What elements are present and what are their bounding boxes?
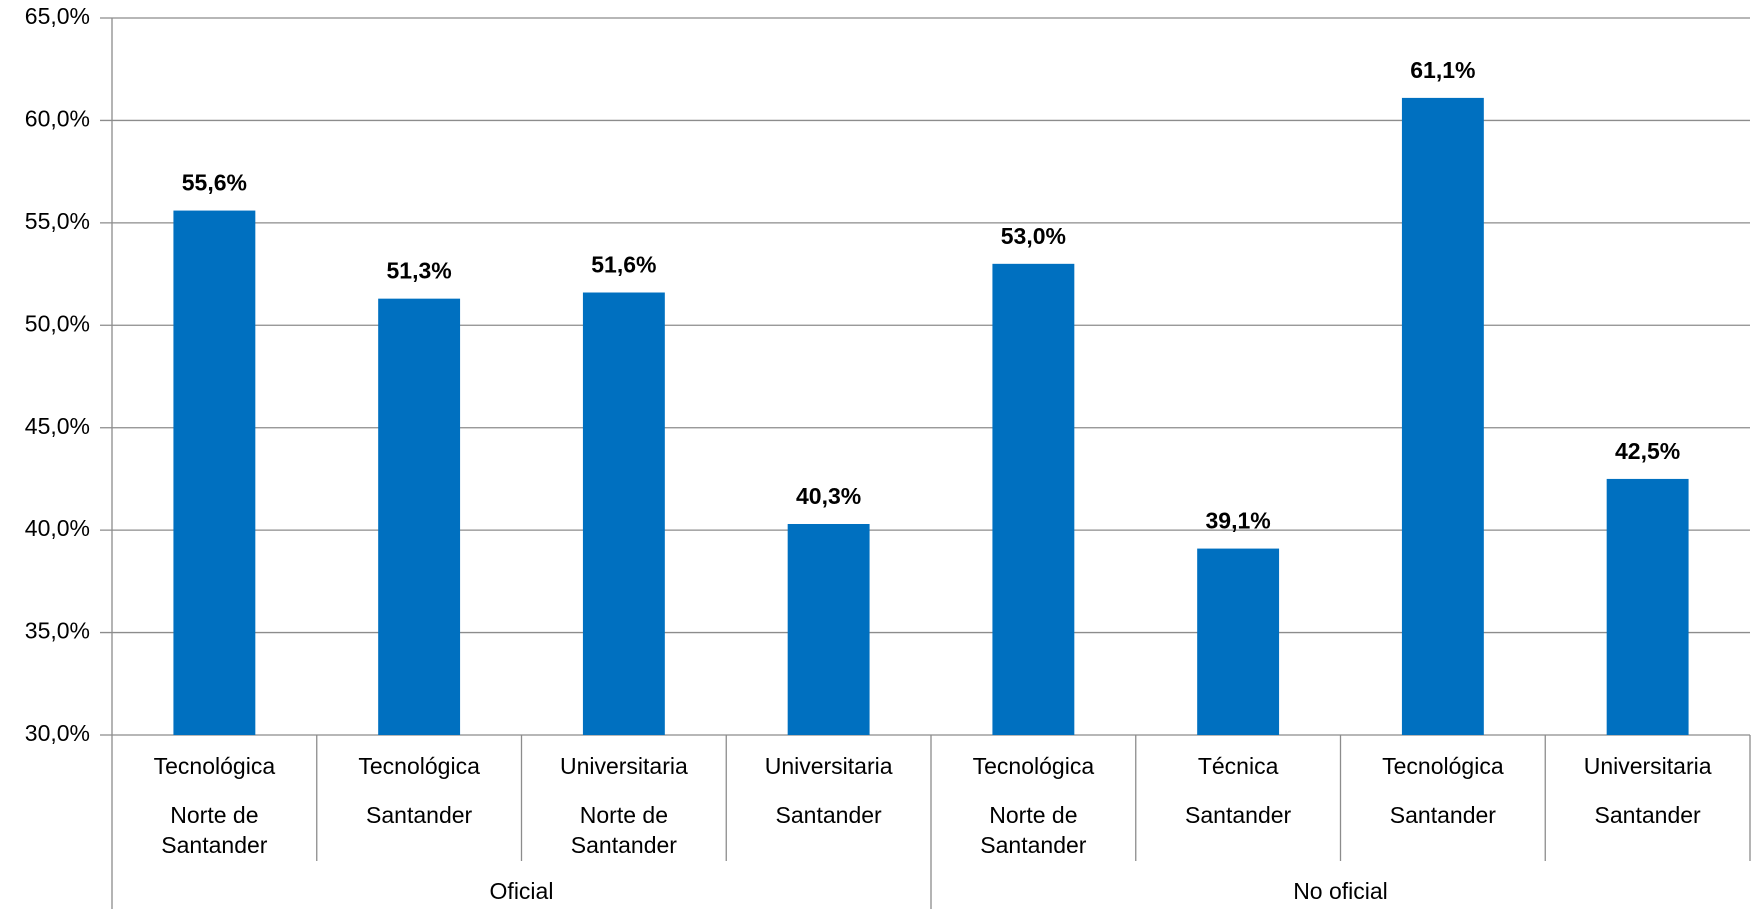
value-label: 39,1% bbox=[1206, 508, 1271, 534]
value-label: 55,6% bbox=[182, 170, 247, 196]
subcategory-label: Santander bbox=[775, 802, 882, 828]
bar bbox=[173, 210, 256, 735]
category-label: Tecnológica bbox=[972, 753, 1095, 779]
bar bbox=[1606, 478, 1689, 735]
value-label: 61,1% bbox=[1410, 57, 1475, 83]
y-tick-label: 65,0% bbox=[25, 3, 90, 29]
value-label: 53,0% bbox=[1001, 223, 1066, 249]
category-label: Universitaria bbox=[1583, 753, 1712, 779]
subcategory-label: Santander bbox=[366, 802, 473, 828]
group-label: No oficial bbox=[1293, 878, 1388, 904]
y-tick-label: 35,0% bbox=[25, 618, 90, 644]
y-tick-label: 40,0% bbox=[25, 515, 90, 541]
category-label: Tecnológica bbox=[153, 753, 276, 779]
bar bbox=[378, 298, 461, 735]
category-label: Universitaria bbox=[764, 753, 893, 779]
value-label: 51,6% bbox=[591, 252, 656, 278]
subcategory-label: Santander bbox=[1594, 802, 1701, 828]
bar bbox=[1401, 97, 1484, 735]
value-label: 40,3% bbox=[796, 483, 861, 509]
y-tick-label: 30,0% bbox=[25, 720, 90, 746]
value-label: 42,5% bbox=[1615, 438, 1680, 464]
y-tick-label: 60,0% bbox=[25, 106, 90, 132]
category-label: Universitaria bbox=[559, 753, 688, 779]
subcategory-label: Santander bbox=[1389, 802, 1496, 828]
category-label: Técnica bbox=[1197, 753, 1279, 779]
y-tick-label: 55,0% bbox=[25, 208, 90, 234]
bar bbox=[1197, 548, 1280, 735]
bar bbox=[582, 292, 665, 735]
y-tick-label: 50,0% bbox=[25, 310, 90, 336]
value-label: 51,3% bbox=[387, 258, 452, 284]
group-label: Oficial bbox=[489, 878, 554, 904]
bar bbox=[787, 523, 870, 735]
subcategory-label: Norte de Santander bbox=[980, 802, 1087, 858]
category-label: Tecnológica bbox=[1382, 753, 1504, 779]
y-tick-label: 45,0% bbox=[25, 413, 90, 439]
subcategory-label: Santander bbox=[1185, 802, 1292, 828]
category-label: Tecnológica bbox=[358, 753, 480, 779]
subcategory-label: Norte de Santander bbox=[570, 802, 677, 858]
subcategory-label: Norte de Santander bbox=[161, 802, 268, 858]
bar bbox=[992, 263, 1075, 735]
